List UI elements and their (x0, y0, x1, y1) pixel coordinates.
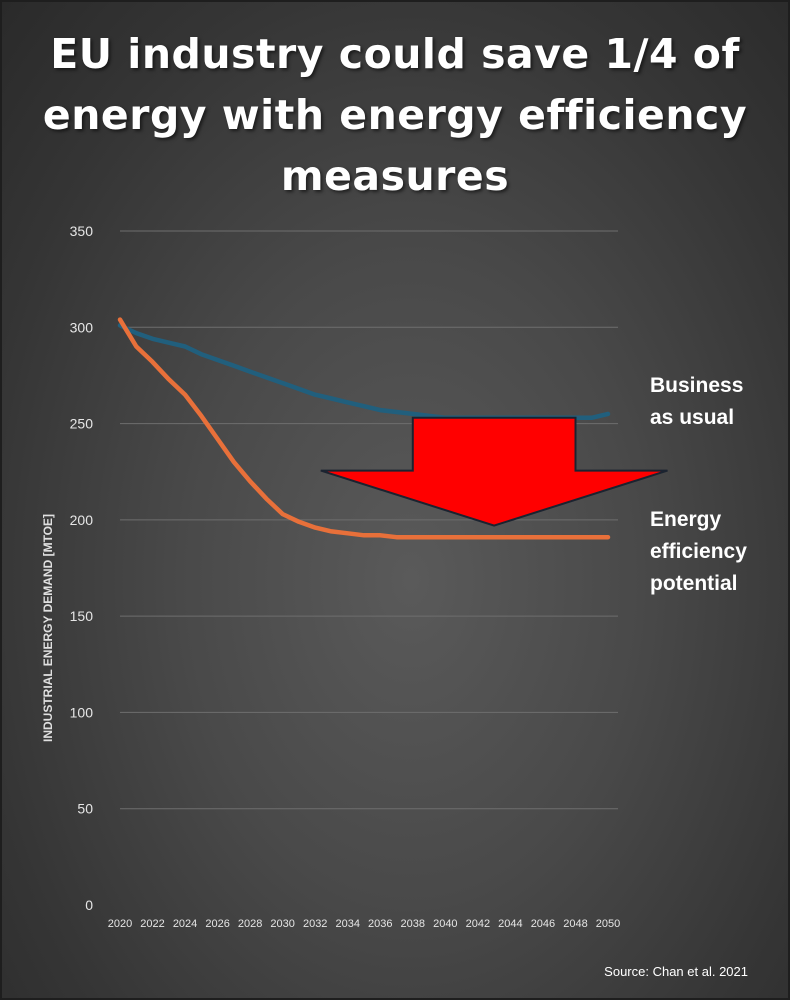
series-label-business-as-usual: Business as usual (650, 370, 743, 434)
source-note: Source: Chan et al. 2021 (604, 964, 748, 979)
y-tick-label-50: 50 (77, 801, 93, 817)
y-tick-label-0: 0 (85, 897, 93, 913)
series-label-line: as usual (650, 406, 735, 429)
x-tick-label-2024: 2024 (173, 918, 197, 930)
y-tick-label-300: 300 (70, 319, 94, 335)
gridlines (120, 230, 618, 810)
y-tick-label-100: 100 (70, 704, 94, 720)
chart-title: EU industry could save 1/4 of energy wit… (42, 30, 748, 200)
annotations (320, 416, 668, 527)
series-label-line: Energy (650, 508, 722, 531)
x-tick-label-2038: 2038 (401, 918, 425, 930)
x-tick-label-2030: 2030 (270, 918, 294, 930)
x-tick-label-2046: 2046 (531, 918, 555, 930)
series-line-energy-efficiency-potential (117, 317, 611, 540)
series-label-energy-efficiency-potential: Energy efficiency potential (650, 504, 747, 600)
y-tick-label-200: 200 (70, 512, 94, 528)
series-label-line: potential (650, 572, 738, 595)
x-tick-label-2050: 2050 (596, 918, 620, 930)
x-tick-label-2034: 2034 (335, 918, 359, 930)
x-tick-label-2028: 2028 (238, 918, 262, 930)
x-tick-label-2044: 2044 (498, 918, 522, 930)
x-tick-label-2032: 2032 (303, 918, 327, 930)
y-axis-ticks: 0 50 100 150 200 250 300 350 (70, 223, 94, 913)
savings-arrow (320, 416, 668, 527)
x-tick-label-2020: 2020 (108, 918, 132, 930)
x-tick-label-2026: 2026 (205, 918, 229, 930)
x-tick-label-2042: 2042 (466, 918, 490, 930)
y-tick-label-350: 350 (70, 223, 94, 239)
y-tick-label-250: 250 (70, 416, 94, 432)
y-tick-label-150: 150 (70, 608, 94, 624)
x-tick-label-2036: 2036 (368, 918, 392, 930)
x-axis-ticks: 2020 2022 2024 2026 2028 2030 2032 2034 2036 2038… (108, 918, 620, 930)
x-tick-label-2040: 2040 (433, 918, 457, 930)
x-tick-label-2048: 2048 (563, 918, 587, 930)
series-label-line: efficiency (650, 540, 747, 563)
x-tick-label-2022: 2022 (140, 918, 164, 930)
series-label-line: Business (650, 374, 744, 397)
y-axis-title: INDUSTRIAL ENERGY DEMAND [MTOE] (41, 514, 55, 742)
